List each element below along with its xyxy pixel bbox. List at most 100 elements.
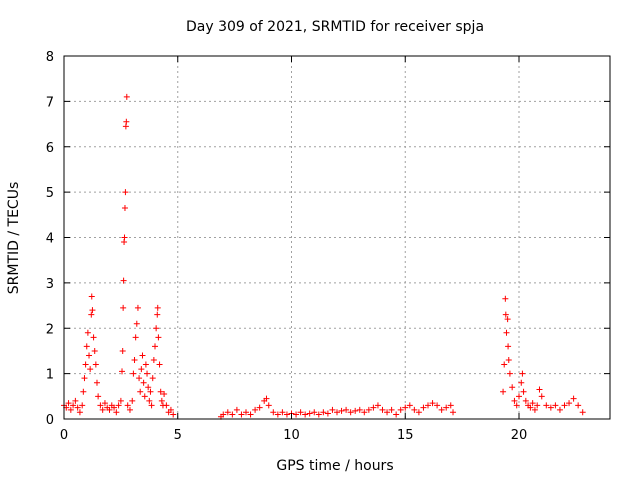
data-point [511,397,518,404]
data-point [411,406,418,413]
data-point [120,304,127,311]
data-point [501,361,508,368]
data-point [538,393,545,400]
data-point [502,311,509,318]
data-point [133,320,140,327]
data-point [161,391,168,398]
data-point [123,118,130,125]
x-tick-label: 20 [511,428,528,443]
data-point [311,409,318,416]
y-axis-label: SRMTID / TECUs [6,182,22,295]
data-point [80,388,87,395]
data-point [113,409,120,416]
data-point [520,388,527,395]
data-point [247,411,254,418]
data-point [434,402,441,409]
data-point [152,343,158,350]
data-point [88,311,95,318]
data-point [76,409,83,416]
data-point [279,409,286,416]
chart-title: Day 309 of 2021, SRMTID for receiver spj… [186,19,484,35]
data-point [243,409,249,416]
data-point [67,406,74,413]
y-tick-label: 0 [46,413,54,428]
data-point [220,411,227,418]
data-point [283,411,290,418]
data-point [379,406,386,413]
data-point [324,410,331,417]
data-point [513,402,520,409]
data-point [121,234,128,241]
data-point [122,189,129,196]
data-point [534,402,541,409]
data-point [81,375,88,382]
data-point [86,352,93,359]
data-point [84,329,91,336]
data-point [297,409,304,416]
y-tick-label: 7 [46,95,54,110]
data-point [518,379,525,386]
data-point [522,397,529,404]
y-tick-label: 3 [46,277,54,292]
data-point [130,370,137,377]
data-point [158,397,165,404]
data-point [293,411,300,418]
y-tick-label: 2 [46,322,54,337]
data-point [132,334,139,341]
data-point [429,400,436,407]
data-point [420,404,427,411]
data-point [83,343,90,350]
data-point [415,409,422,416]
data-point [119,347,126,354]
data-point [529,400,536,407]
data-point [252,406,259,413]
data-point [115,402,122,409]
data-point [443,404,450,411]
data-point [124,402,131,409]
data-point [274,411,281,418]
data-point [155,334,162,341]
data-point [131,357,138,364]
data-point [92,361,99,368]
data-point [406,402,413,409]
data-point [352,407,359,414]
data-point [570,395,577,402]
data-points [61,93,586,420]
data-point [154,311,161,318]
data-point [88,293,95,300]
data-point [99,406,106,413]
data-point [79,402,86,409]
data-point [101,400,108,407]
grid [64,56,610,419]
data-point [302,411,309,418]
data-point [134,304,141,311]
data-point [123,93,130,100]
data-point [370,404,377,411]
y-tick-label: 5 [46,186,54,201]
data-point [402,404,409,411]
data-point [167,406,174,413]
data-point [224,409,231,416]
data-point [120,277,127,284]
data-point [153,325,160,332]
data-point [334,409,340,416]
data-point [146,397,153,404]
data-point [425,402,431,409]
data-point [129,397,136,404]
data-point [447,402,454,409]
x-axis-label: GPS time / hours [276,458,393,474]
data-point [154,304,161,311]
data-point [329,406,336,413]
data-point [536,386,543,393]
data-point [136,375,143,382]
data-point [147,388,154,395]
data-point [270,409,277,416]
data-point [148,402,155,409]
data-point [566,400,573,407]
data-point [438,406,445,413]
data-point [509,384,516,391]
data-point [87,366,94,373]
data-point [356,406,363,413]
